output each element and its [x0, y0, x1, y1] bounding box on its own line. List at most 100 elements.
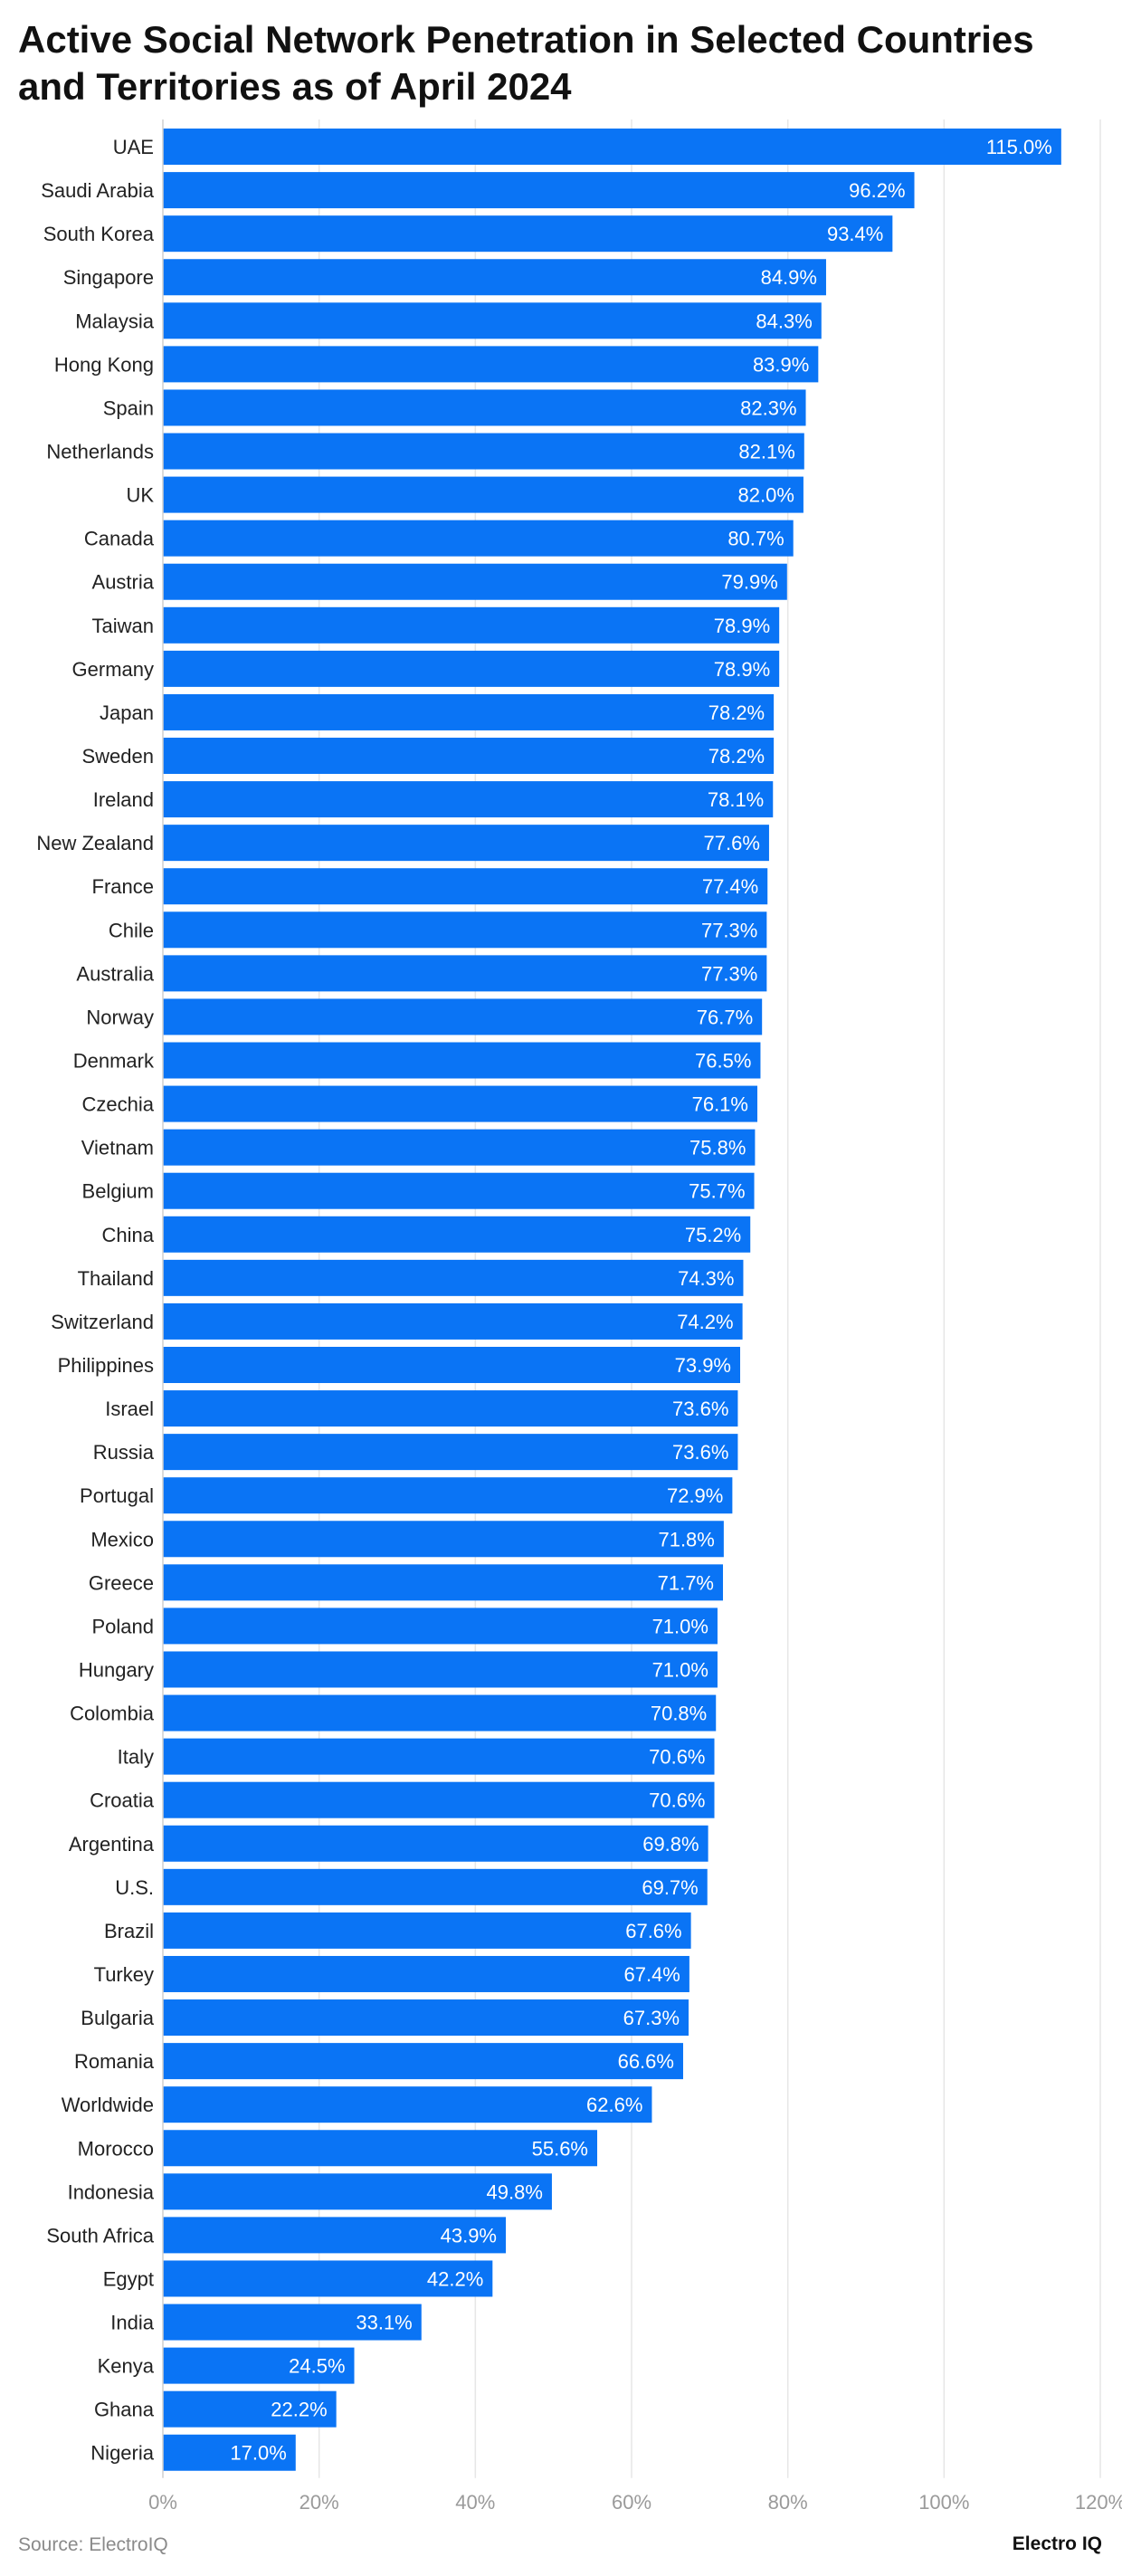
bar-value-label: 75.2% [685, 1224, 741, 1246]
bar [163, 172, 915, 209]
bar [163, 1434, 738, 1471]
bars: 115.0% 96.2% 93.4% 84.9% 84.3% 83.9% 82.3% 82.1… [163, 129, 1061, 2471]
category-label: Ireland [93, 788, 154, 811]
category-label: Indonesia [68, 2180, 155, 2203]
bar [163, 1825, 708, 1862]
bar-value-label: 77.3% [701, 919, 757, 941]
category-label: Brazil [104, 1920, 154, 1942]
category-label: Morocco [78, 2137, 154, 2160]
bar-value-label: 69.7% [642, 1876, 698, 1899]
category-label: Saudi Arabia [41, 179, 155, 202]
bar-value-label: 67.3% [623, 2007, 680, 2029]
category-label: Kenya [98, 2355, 155, 2378]
category-label: Norway [86, 1006, 154, 1028]
bar [163, 129, 1061, 166]
bar-value-label: 76.7% [697, 1006, 753, 1028]
bar-value-label: 17.0% [230, 2442, 286, 2465]
category-label: Canada [84, 528, 155, 550]
category-label: Spain [103, 396, 154, 419]
bar [163, 2130, 598, 2167]
category-label: China [102, 1224, 155, 1246]
bar [163, 1868, 708, 1905]
bar [163, 1477, 733, 1514]
bar-value-label: 71.0% [652, 1658, 708, 1681]
category-label: Croatia [90, 1789, 155, 1812]
bar [163, 1912, 691, 1949]
category-label: Russia [93, 1441, 155, 1464]
bar-value-label: 82.0% [738, 484, 794, 507]
bar [163, 1302, 743, 1340]
category-label: Portugal [80, 1484, 154, 1507]
category-label: Malaysia [75, 310, 155, 332]
source-note: Source: ElectroIQ [18, 2534, 168, 2555]
bar [163, 1608, 718, 1645]
bar [163, 1651, 718, 1688]
bar [163, 476, 803, 513]
bar-value-label: 78.9% [714, 615, 770, 637]
bar [163, 1346, 741, 1383]
bar [163, 2043, 683, 2080]
bar-value-label: 73.9% [675, 1354, 731, 1377]
bar-value-label: 77.3% [701, 962, 757, 985]
bar-value-label: 78.9% [714, 658, 770, 681]
bar [163, 2390, 337, 2428]
category-label: Worldwide [62, 2094, 154, 2116]
category-label: UK [126, 484, 154, 507]
category-label: Turkey [94, 1963, 154, 1986]
bar-value-label: 96.2% [849, 179, 905, 202]
bar-value-label: 62.6% [586, 2094, 642, 2116]
bar [163, 738, 775, 775]
grid-lines [318, 119, 1101, 2478]
bar-value-label: 84.3% [756, 310, 812, 332]
bar-value-label: 55.6% [532, 2137, 588, 2160]
bar [163, 2434, 296, 2471]
bar-value-label: 80.7% [727, 528, 784, 550]
bar-value-label: 82.3% [740, 396, 796, 419]
category-label: Vietnam [81, 1137, 154, 1159]
x-tick-label: 20% [300, 2491, 339, 2514]
category-label: Czechia [82, 1093, 155, 1116]
chart-title: Active Social Network Penetration in Sel… [18, 18, 1034, 108]
category-label: Mexico [90, 1528, 154, 1550]
category-label: France [92, 875, 154, 898]
category-label: Egypt [103, 2267, 154, 2290]
x-tick-label: 100% [918, 2491, 969, 2514]
category-label: UAE [113, 136, 154, 158]
bar [163, 955, 767, 992]
category-label: Germany [72, 658, 154, 681]
bar [163, 259, 826, 296]
category-label: Ghana [94, 2399, 155, 2421]
category-label: Austria [92, 571, 155, 594]
bar [163, 868, 768, 905]
category-label: Romania [74, 2050, 155, 2073]
bar-value-label: 72.9% [667, 1484, 723, 1507]
bar [163, 606, 780, 644]
bar-value-label: 77.6% [704, 832, 760, 854]
category-label: Colombia [70, 1703, 155, 1725]
category-label: Bulgaria [81, 2007, 154, 2029]
bar [163, 1390, 738, 1427]
category-label: Chile [109, 919, 154, 941]
bar [163, 650, 780, 687]
bar-value-label: 70.8% [651, 1703, 707, 1725]
category-label: Belgium [82, 1180, 154, 1203]
bar-value-label: 69.8% [642, 1833, 699, 1856]
category-label: Nigeria [90, 2442, 154, 2465]
bar-value-label: 77.4% [702, 875, 758, 898]
bar-value-label: 71.8% [658, 1528, 714, 1550]
bar-value-label: 75.7% [689, 1180, 745, 1203]
category-label: India [110, 2312, 154, 2334]
bar [163, 2260, 493, 2297]
bar [163, 1781, 715, 1818]
category-label: Argentina [69, 1833, 155, 1856]
bar [163, 2304, 422, 2341]
bar [163, 693, 775, 730]
bar-value-label: 82.1% [738, 441, 794, 463]
bar-value-label: 93.4% [827, 223, 883, 245]
x-tick-label: 0% [148, 2491, 177, 2514]
brand-logo: Electro IQ [1012, 2533, 1102, 2554]
bar-value-label: 76.1% [692, 1093, 748, 1116]
bar-value-label: 67.6% [625, 1920, 681, 1942]
category-label: Thailand [78, 1267, 154, 1290]
category-label: Israel [105, 1398, 154, 1420]
